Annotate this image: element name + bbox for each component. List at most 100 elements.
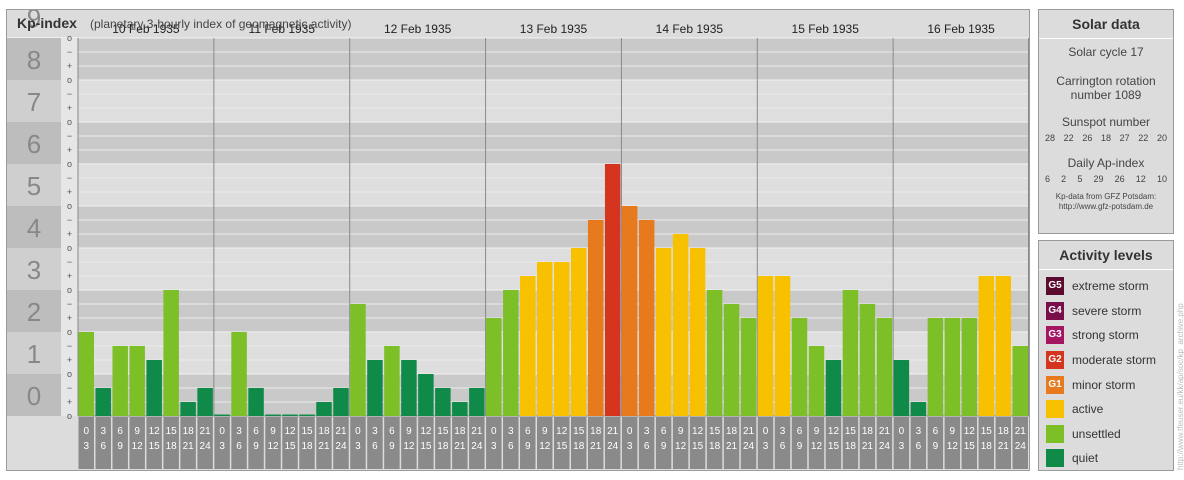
hour-cell bbox=[638, 417, 655, 469]
carrington-line-1: Carrington rotation bbox=[1056, 74, 1156, 88]
y-minor-tick: o bbox=[67, 369, 72, 379]
hour-cell bbox=[604, 417, 621, 469]
hour-end-label: 24 bbox=[200, 441, 212, 452]
hour-end-label: 21 bbox=[590, 441, 602, 452]
hour-cell bbox=[791, 417, 808, 469]
kp-bar-0-5 bbox=[163, 290, 179, 416]
y-minor-tick: o bbox=[67, 411, 72, 421]
hour-start-label: 0 bbox=[355, 426, 361, 437]
level-band-3 bbox=[7, 248, 1029, 290]
hour-start-label: 0 bbox=[83, 426, 89, 437]
hour-end-label: 12 bbox=[403, 441, 415, 452]
y-minor-tick: + bbox=[67, 271, 72, 281]
hour-end-label: 18 bbox=[981, 441, 993, 452]
kp-bar-0-7 bbox=[197, 387, 213, 416]
kp-bar-3-4 bbox=[554, 261, 570, 416]
kp-bar-2-4 bbox=[418, 374, 434, 416]
hour-end-label: 24 bbox=[335, 441, 347, 452]
hour-cell bbox=[808, 417, 825, 469]
activity-levels-panel: Activity levels G5 extreme storm G4 severe … bbox=[1038, 240, 1174, 471]
hour-end-label: 9 bbox=[117, 441, 123, 452]
ap-value-4: 26 bbox=[1114, 174, 1125, 184]
hour-cell bbox=[248, 417, 264, 469]
hour-cell bbox=[180, 417, 196, 469]
hour-start-label: 15 bbox=[301, 426, 313, 437]
hour-cell bbox=[587, 417, 604, 469]
level-axis-band-2 bbox=[7, 290, 61, 332]
hour-end-label: 9 bbox=[933, 441, 939, 452]
hour-cell bbox=[537, 417, 553, 469]
carrington-line-2: number 1089 bbox=[1070, 88, 1142, 102]
hour-start-label: 0 bbox=[219, 426, 225, 437]
day-label-3: 13 Feb 1935 bbox=[520, 22, 588, 36]
y-minor-tick: o bbox=[67, 285, 72, 295]
y-minor-tick: + bbox=[67, 145, 72, 155]
hour-cell bbox=[689, 417, 706, 469]
hour-start-label: 18 bbox=[998, 426, 1010, 437]
ap-title: Daily Ap-index bbox=[1067, 156, 1145, 170]
legend-item-minor-storm: G1 minor storm bbox=[1039, 372, 1173, 397]
hour-cell bbox=[621, 417, 638, 469]
kp-bar-1-2 bbox=[248, 387, 264, 416]
hour-cell bbox=[197, 417, 213, 469]
hour-end-label: 6 bbox=[236, 441, 242, 452]
y-tick-label-0: 0 bbox=[27, 381, 41, 411]
sunspot-value-0: 28 bbox=[1045, 133, 1056, 143]
kp-bar-5-4 bbox=[825, 360, 842, 416]
kp-bar-5-3 bbox=[808, 345, 825, 416]
hour-end-label: 3 bbox=[83, 441, 89, 452]
y-minor-tick: − bbox=[67, 89, 72, 99]
hour-cell bbox=[163, 417, 179, 469]
level-axis-band-3 bbox=[7, 248, 61, 290]
day-label-0: 10 Feb 1935 bbox=[112, 22, 180, 36]
hour-end-label: 3 bbox=[627, 441, 633, 452]
hour-cell bbox=[706, 417, 723, 469]
hour-start-label: 15 bbox=[573, 426, 585, 437]
legend-swatch: G4 bbox=[1046, 301, 1064, 320]
watermark-url: http://www.tfeuser.eu/kk/ap/soc/kp_archi… bbox=[1176, 303, 1184, 470]
solar-cycle: Solar cycle 17 bbox=[1068, 45, 1144, 59]
hour-cell bbox=[282, 417, 298, 469]
kp-bar-3-5 bbox=[570, 248, 587, 416]
hour-end-label: 18 bbox=[709, 441, 721, 452]
sunspot-values: 28 22 26 18 27 22 20 bbox=[1039, 133, 1173, 143]
source-line-2: http://www.gfz-potsdam.de bbox=[1058, 202, 1154, 211]
ap-value-3: 29 bbox=[1093, 174, 1104, 184]
hour-end-label: 12 bbox=[947, 441, 959, 452]
y-minor-tick: + bbox=[67, 229, 72, 239]
hour-start-label: 0 bbox=[763, 426, 769, 437]
y-tick-label-7: 7 bbox=[27, 87, 41, 117]
y-minor-tick: + bbox=[67, 187, 72, 197]
kp-bar-2-5 bbox=[435, 387, 451, 416]
kp-bar-6-5 bbox=[978, 276, 995, 416]
hour-start-label: 0 bbox=[627, 426, 633, 437]
hour-cell bbox=[214, 417, 230, 469]
hour-cell bbox=[859, 417, 876, 469]
legend-label: quiet bbox=[1072, 451, 1099, 466]
hour-end-label: 9 bbox=[389, 441, 395, 452]
kp-bar-1-0 bbox=[214, 414, 230, 416]
hour-start-label: 21 bbox=[743, 426, 755, 437]
hour-cell bbox=[384, 417, 400, 469]
hour-end-label: 3 bbox=[355, 441, 361, 452]
hour-cell bbox=[740, 417, 757, 469]
hour-start-label: 21 bbox=[335, 426, 347, 437]
hour-end-label: 15 bbox=[420, 441, 432, 452]
solar-data-panel: Solar data Solar cycle 17 Carrington rot… bbox=[1038, 9, 1174, 234]
hour-end-label: 21 bbox=[726, 441, 738, 452]
kp-bar-3-2 bbox=[520, 276, 536, 416]
y-minor-tick: o bbox=[67, 117, 72, 127]
hour-end-label: 15 bbox=[828, 441, 840, 452]
y-tick-label-3: 3 bbox=[27, 255, 41, 285]
legend-label: strong storm bbox=[1072, 328, 1139, 343]
sunspot-value-6: 20 bbox=[1156, 133, 1167, 143]
kp-bar-2-7 bbox=[469, 387, 485, 416]
hour-cell bbox=[231, 417, 247, 469]
y-tick-label-8: 8 bbox=[27, 45, 41, 75]
hour-cell bbox=[995, 417, 1012, 469]
hour-end-label: 6 bbox=[644, 441, 650, 452]
hour-start-label: 12 bbox=[964, 426, 976, 437]
hour-start-label: 9 bbox=[406, 426, 412, 437]
hour-end-label: 9 bbox=[661, 441, 667, 452]
hour-end-label: 6 bbox=[372, 441, 378, 452]
